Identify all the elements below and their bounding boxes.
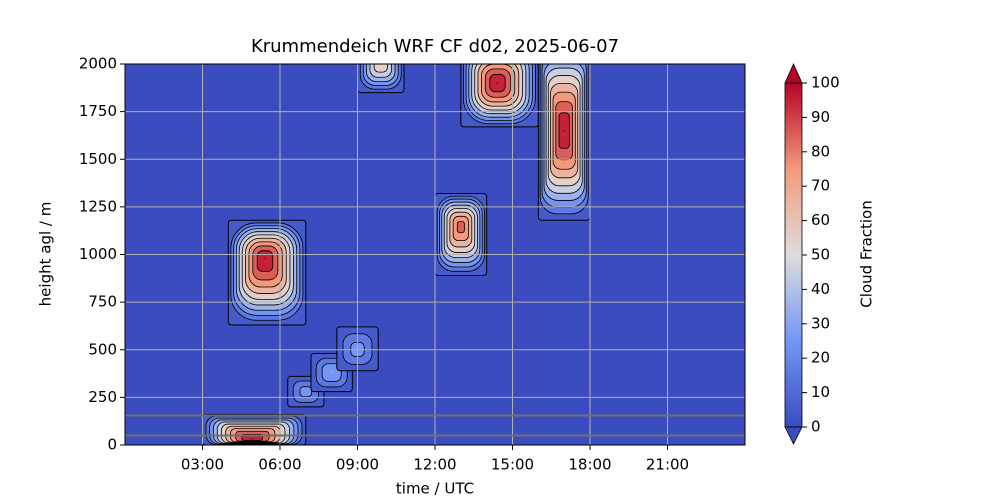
x-tick-label: 18:00 (568, 456, 611, 474)
y-tick-label: 0 (107, 436, 117, 454)
colorbar-tick-label: 20 (811, 349, 830, 367)
y-tick-label: 1250 (79, 197, 117, 215)
cell-peak (330, 371, 333, 374)
colorbar-label: Cloud Fraction (858, 200, 876, 308)
colorbar-tick-label: 0 (811, 418, 821, 436)
colorbar (785, 83, 802, 427)
cloud-cell (537, 64, 591, 221)
cell-peak (250, 438, 253, 441)
y-axis-label: height agl / m (37, 202, 55, 307)
x-tick-label: 03:00 (181, 456, 224, 474)
x-axis-label: time / UTC (396, 480, 474, 498)
colorbar-tick-label: 10 (811, 383, 830, 401)
chart-title: Krummendeich WRF CF d02, 2025-06-07 (251, 36, 619, 57)
x-tick-label: 21:00 (646, 456, 689, 474)
x-tick-label: 09:00 (336, 456, 379, 474)
colorbar-extend-min (784, 426, 803, 445)
y-tick-label: 750 (88, 293, 117, 311)
plot-area (125, 64, 745, 445)
colorbar-extend-max (784, 63, 803, 84)
colorbar-tick-label: 100 (811, 74, 840, 92)
cloud-cell (227, 219, 307, 326)
x-tick-label: 15:00 (491, 456, 534, 474)
cell-peak (495, 81, 499, 85)
colorbar-tick-label: 70 (811, 177, 830, 195)
cloud-cell (434, 193, 488, 276)
colorbar-tick-label: 90 (811, 108, 830, 126)
colorbar-tick-label: 50 (811, 246, 830, 264)
colorbar-tick-label: 30 (811, 314, 830, 332)
cloud-cell (202, 414, 307, 445)
contour-level (256, 250, 274, 273)
cell-peak (459, 224, 463, 228)
colorbar-tick-label: 80 (811, 142, 830, 160)
cell-peak (562, 129, 566, 132)
cell-peak (263, 257, 266, 260)
contour-level (373, 64, 388, 73)
y-tick-label: 1000 (79, 245, 117, 263)
cell-peak (304, 390, 308, 393)
cloud-cell (357, 64, 405, 94)
y-tick-label: 1500 (79, 150, 117, 168)
y-tick-label: 1750 (79, 102, 117, 120)
overlay: 03:00 06:00 09:00 12:00 15:00 18:00 21:00 0 250 5… (79, 55, 840, 474)
colorbar-tick-label: 60 (811, 211, 830, 229)
colorbar-tick-label: 40 (811, 280, 830, 298)
y-tick-label: 2000 (79, 55, 117, 73)
y-tick-label: 250 (88, 388, 117, 406)
y-tick-label: 500 (88, 340, 117, 358)
x-tick-label: 06:00 (258, 456, 301, 474)
x-tick-label: 12:00 (413, 456, 456, 474)
